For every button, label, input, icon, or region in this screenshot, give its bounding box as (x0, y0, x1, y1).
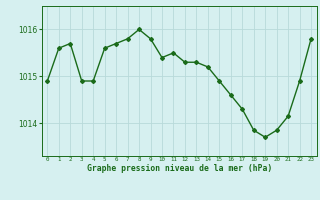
X-axis label: Graphe pression niveau de la mer (hPa): Graphe pression niveau de la mer (hPa) (87, 164, 272, 173)
